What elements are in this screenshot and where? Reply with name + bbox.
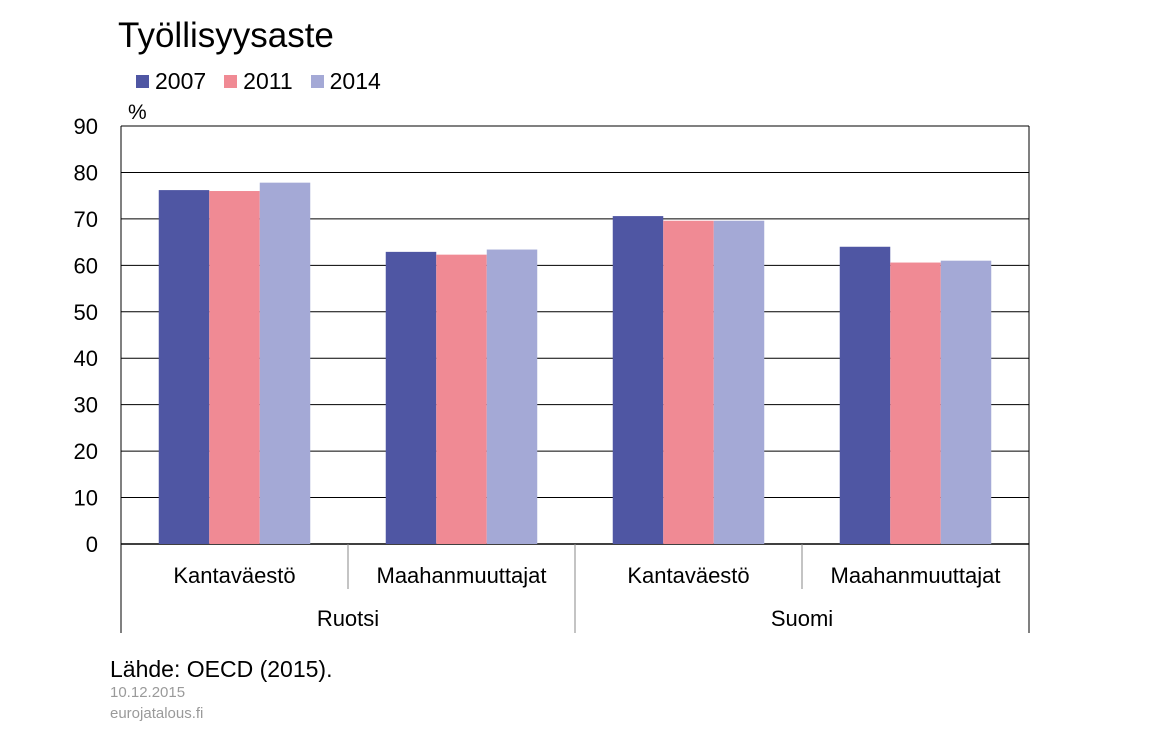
legend-item-2014: 2014 (310, 68, 381, 94)
legend-label-2014: 2014 (329, 68, 381, 94)
bar-2014-4 (940, 260, 992, 544)
x-category-label: Maahanmuuttajat (377, 563, 547, 588)
y-tick-label: 60 (74, 253, 98, 278)
legend-item-2011: 2011 (224, 68, 293, 94)
x-category-label: Maahanmuuttajat (831, 563, 1001, 588)
y-tick-label: 80 (74, 160, 98, 185)
legend-swatch-2011 (224, 74, 238, 88)
chart-title: Työllisyysaste (118, 16, 334, 55)
x-group-label: Ruotsi (317, 606, 379, 631)
source-note: Lähde: OECD (2015). (110, 656, 333, 682)
bar-2007-4 (839, 246, 891, 544)
legend-label-2011: 2011 (243, 68, 293, 94)
bar-2011-2 (436, 254, 487, 544)
legend-swatch-2007 (136, 74, 149, 88)
bar-2014-3 (713, 220, 765, 544)
bar-2011-1 (209, 191, 260, 544)
bar-2014-1 (259, 182, 311, 544)
legend: 2007 2011 2014 (136, 68, 381, 94)
y-tick-label: 10 (74, 486, 98, 511)
bar-2014-2 (486, 249, 538, 544)
y-tick-label: 90 (74, 114, 98, 139)
legend-swatch-2014 (310, 74, 324, 88)
x-category-label: Kantaväestö (173, 563, 295, 588)
bar-2007-1 (158, 190, 210, 545)
bar-2007-3 (612, 216, 664, 544)
site-name: eurojatalous.fi (110, 705, 204, 722)
y-tick-label: 0 (86, 532, 98, 557)
legend-item-2007: 2007 (136, 68, 206, 94)
bar-2011-3 (663, 220, 714, 544)
x-category-label: Kantaväestö (627, 563, 749, 588)
y-tick-label: 70 (74, 207, 98, 232)
y-tick-label: 50 (74, 300, 98, 325)
y-axis-label: % (128, 101, 147, 124)
bar-2011-4 (890, 262, 941, 544)
x-group-label: Suomi (771, 606, 833, 631)
y-tick-label: 20 (74, 439, 98, 464)
y-tick-label: 40 (74, 346, 98, 371)
legend-label-2007: 2007 (155, 68, 207, 94)
publish-date: 10.12.2015 (110, 684, 186, 701)
y-tick-label: 30 (74, 393, 98, 418)
bar-2007-2 (385, 251, 437, 544)
